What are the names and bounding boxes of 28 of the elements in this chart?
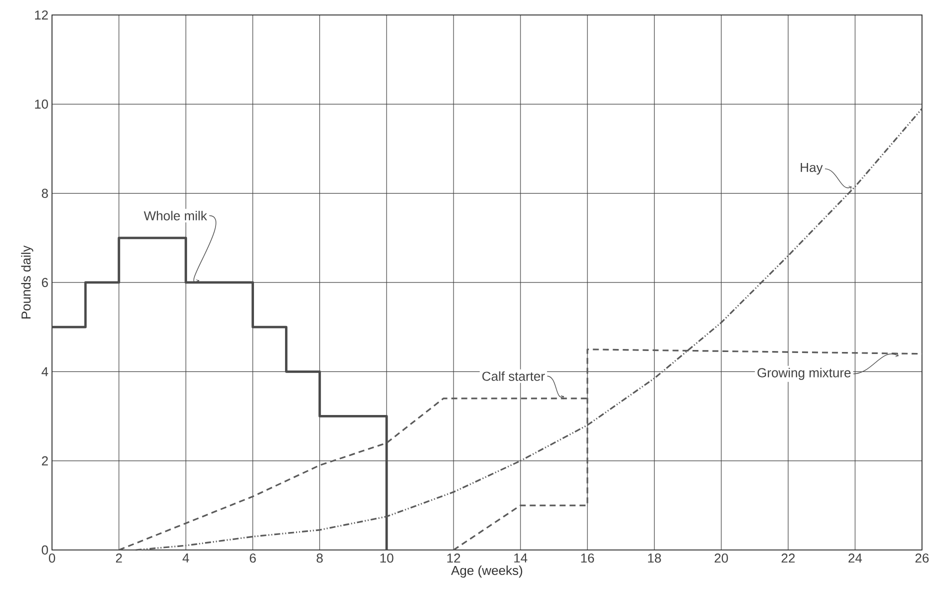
x-tick-label: 6 (250, 554, 256, 563)
x-tick-label: 20 (714, 554, 728, 563)
x-axis-title: Age (weeks) (451, 566, 522, 578)
y-axis-title: Pounds daily (21, 245, 34, 318)
x-tick-label: 4 (182, 554, 190, 562)
line-series (134, 108, 923, 551)
y-tick-label: 10 (35, 100, 48, 109)
series-label: Whole milk (144, 210, 208, 220)
y-tick-label: 12 (35, 10, 48, 20)
y-tick-label: 4 (42, 367, 48, 376)
x-tick-label: 2 (116, 554, 122, 563)
y-tick-label: 0 (42, 545, 48, 555)
x-tick-label: 16 (581, 554, 594, 563)
x-tick-label: 24 (848, 554, 862, 563)
x-tick-label: 14 (514, 554, 528, 562)
y-tick-label: 2 (42, 456, 48, 466)
x-tick-label: 18 (648, 554, 661, 563)
y-tick-label: 6 (42, 278, 48, 288)
y-tick-label: 8 (42, 188, 48, 198)
series-label: Calf starter (482, 371, 545, 381)
x-tick-label: 10 (380, 554, 394, 563)
x-tick-label: 12 (447, 554, 460, 563)
x-tick-label: 8 (316, 554, 323, 563)
text: Hay (800, 163, 823, 175)
series-label: Growing mixture (758, 368, 851, 380)
x-tick-label: 26 (915, 554, 929, 563)
x-tick-label: 0 (48, 554, 56, 563)
x-tick-label: 22 (782, 554, 795, 563)
